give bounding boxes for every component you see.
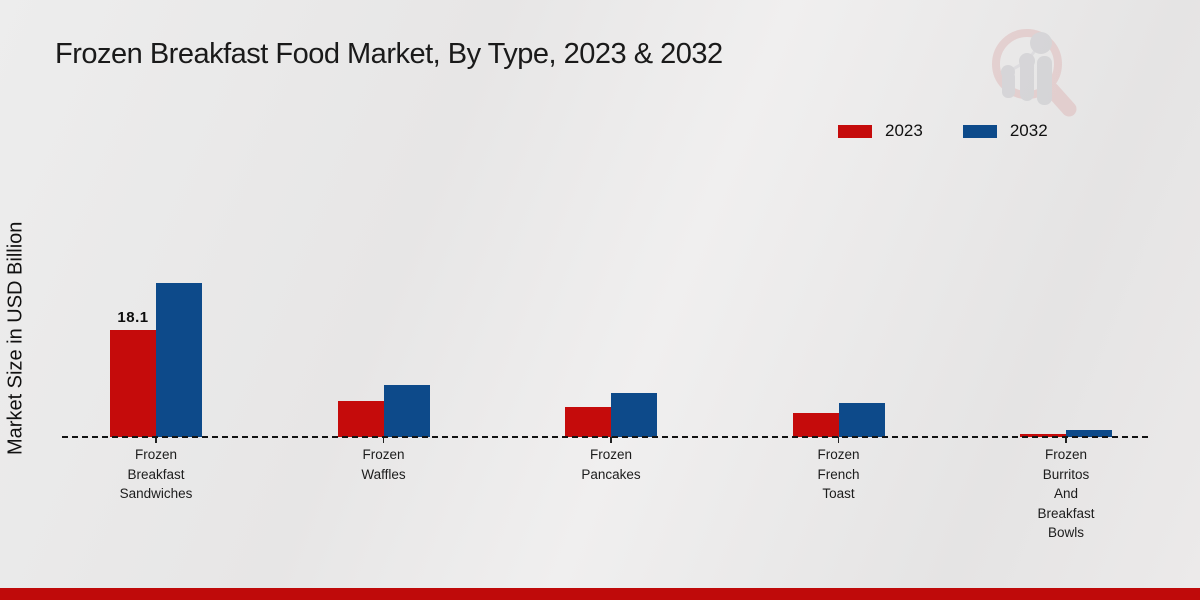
x-axis-tick: [1065, 437, 1067, 443]
legend-item-2032: 2032: [962, 121, 1048, 141]
legend-label-2032: 2032: [1009, 121, 1048, 140]
x-axis-tick: [382, 437, 385, 443]
category-label-frozen-breakfast-sandwiches: Frozen Breakfast Sandwiches: [119, 447, 193, 501]
category-label-frozen-french-toast: Frozen French Toast: [817, 447, 860, 501]
x-axis-tick: [837, 437, 840, 443]
bar-2023-frozen-waffles: [337, 401, 384, 437]
bar-2032-frozen-breakfast-sandwiches: [156, 283, 202, 437]
category-label-frozen-burritos-and-breakfast-bowls: Frozen Burritos And Breakfast Bowls: [1037, 447, 1095, 540]
x-axis-tick: [155, 437, 157, 443]
footer-accent-bar: [0, 588, 1200, 600]
mrfr-logo-watermark-icon: [992, 29, 1077, 117]
page-title: Frozen Breakfast Food Market, By Type, 2…: [55, 38, 723, 70]
bar-chart-plot-area: Frozen Breakfast Sandwiches Frozen Waffles Fr…: [62, 0, 1148, 540]
legend-swatch-2023-icon: [838, 124, 872, 138]
category-label-frozen-pancakes: Frozen Pancakes: [581, 447, 641, 482]
x-axis-tick: [610, 437, 612, 443]
legend-item-2023: 2023: [838, 121, 923, 141]
bar-2032-frozen-pancakes: [611, 393, 657, 437]
category-label-frozen-waffles: Frozen Waffles: [361, 447, 406, 482]
bar-2023-frozen-breakfast-sandwiches: [110, 330, 156, 437]
bar-2032-frozen-french-toast: [838, 403, 885, 437]
bar-2023-frozen-french-toast: [792, 413, 839, 437]
bar-2023-frozen-burritos-and-breakfast-bowls: [1020, 434, 1066, 437]
legend-swatch-2032-icon: [962, 124, 997, 138]
data-label-18.1: 18.1: [117, 309, 149, 326]
bar-2023-frozen-pancakes: [565, 407, 611, 437]
legend-label-2023: 2023: [885, 121, 923, 140]
bar-2032-frozen-burritos-and-breakfast-bowls: [1066, 430, 1112, 437]
y-axis-label: Market Size in USD Billion: [4, 221, 27, 455]
x-axis-baseline: [62, 436, 1148, 438]
legend: 2023 2032: [838, 121, 1048, 141]
bar-2032-frozen-waffles: [383, 385, 430, 437]
